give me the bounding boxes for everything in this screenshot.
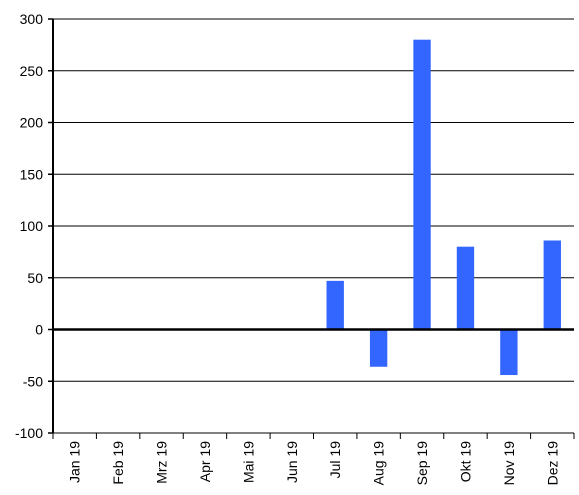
bar bbox=[543, 240, 561, 330]
grid-lines bbox=[53, 18, 574, 434]
y-tick-label: 250 bbox=[20, 63, 44, 79]
y-tick-label: 300 bbox=[20, 11, 44, 27]
y-tick-label: 0 bbox=[35, 322, 43, 338]
x-tick-label: Jun 19 bbox=[284, 441, 300, 483]
x-tick-label: Mrz 19 bbox=[154, 441, 170, 484]
y-tick-label: 100 bbox=[20, 218, 44, 234]
x-tick-label: Apr 19 bbox=[197, 441, 213, 482]
x-tick-label: Dez 19 bbox=[544, 441, 560, 486]
y-axis-ticks: -100 -50 0 50 100 150 200 250 300 bbox=[15, 11, 53, 441]
y-tick-label: 50 bbox=[27, 270, 43, 286]
bar bbox=[326, 280, 344, 330]
x-tick-label: Aug 19 bbox=[371, 441, 387, 486]
bar bbox=[500, 329, 518, 376]
x-tick-label: Feb 19 bbox=[110, 441, 126, 485]
bar bbox=[369, 329, 388, 367]
x-tick-label: Nov 19 bbox=[501, 441, 517, 486]
x-tick-label: Mai 19 bbox=[240, 441, 256, 483]
x-tick-label: Sep 19 bbox=[414, 441, 430, 486]
bar bbox=[413, 39, 431, 330]
x-tick-label: Jan 19 bbox=[67, 441, 83, 483]
bars bbox=[326, 39, 561, 376]
bar bbox=[456, 246, 475, 330]
x-tick-label: Okt 19 bbox=[457, 441, 473, 482]
y-tick-label: 200 bbox=[20, 115, 44, 131]
y-tick-label: -100 bbox=[15, 425, 43, 441]
x-axis-ticks: Jan 19 Feb 19 Mrz 19 Apr 19 Mai 19 Jun 19 Jul … bbox=[52, 433, 575, 486]
x-tick-label: Jul 19 bbox=[327, 441, 343, 479]
y-tick-label: -50 bbox=[23, 373, 43, 389]
y-tick-label: 150 bbox=[20, 166, 44, 182]
